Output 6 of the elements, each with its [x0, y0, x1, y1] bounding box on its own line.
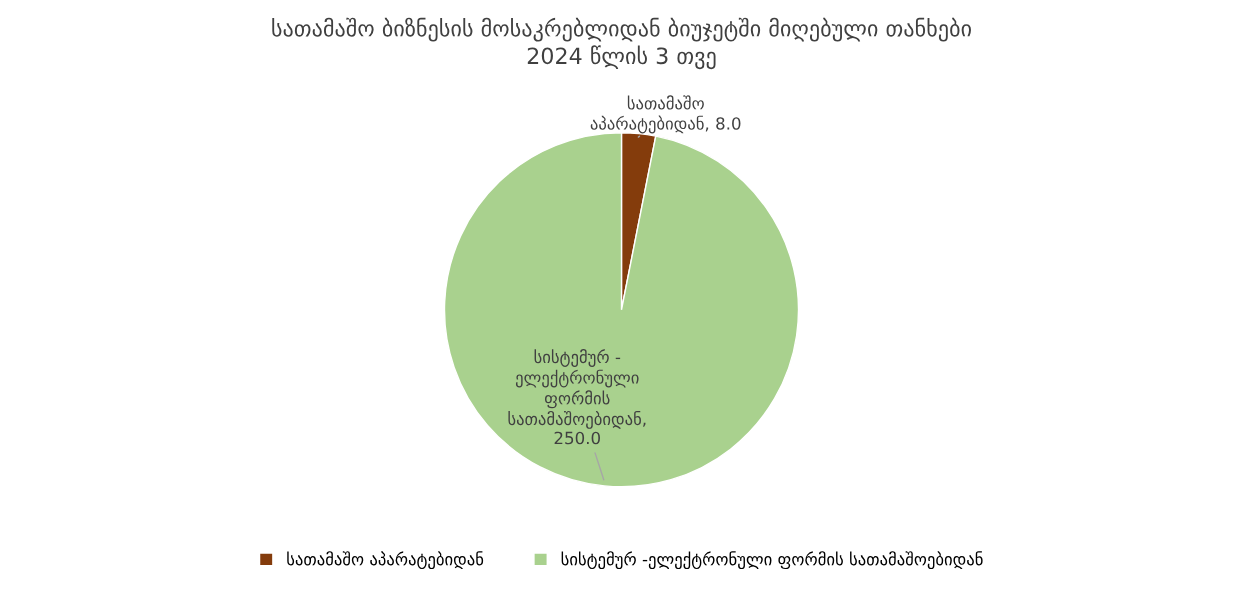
data-label: სისტემურ - ელექტრონული ფორმის სათამაშოებიდან, 250.0	[508, 349, 646, 445]
chart-title: სათამაშო ბიზნესის მოსაკრებლიდან ბიუჯეტში მიღებული თანხები 2024 წლის 3 თვე	[272, 17, 971, 70]
data-label: სათამაშო აპარატებიდან, 8.0	[590, 95, 741, 134]
legend-label: სათამაშო აპარატებიდან	[287, 551, 484, 570]
pie-slice	[443, 132, 800, 488]
legend-label: სისტემურ -ელექტრონული ფორმის სათამაშოებიდან	[561, 551, 983, 570]
